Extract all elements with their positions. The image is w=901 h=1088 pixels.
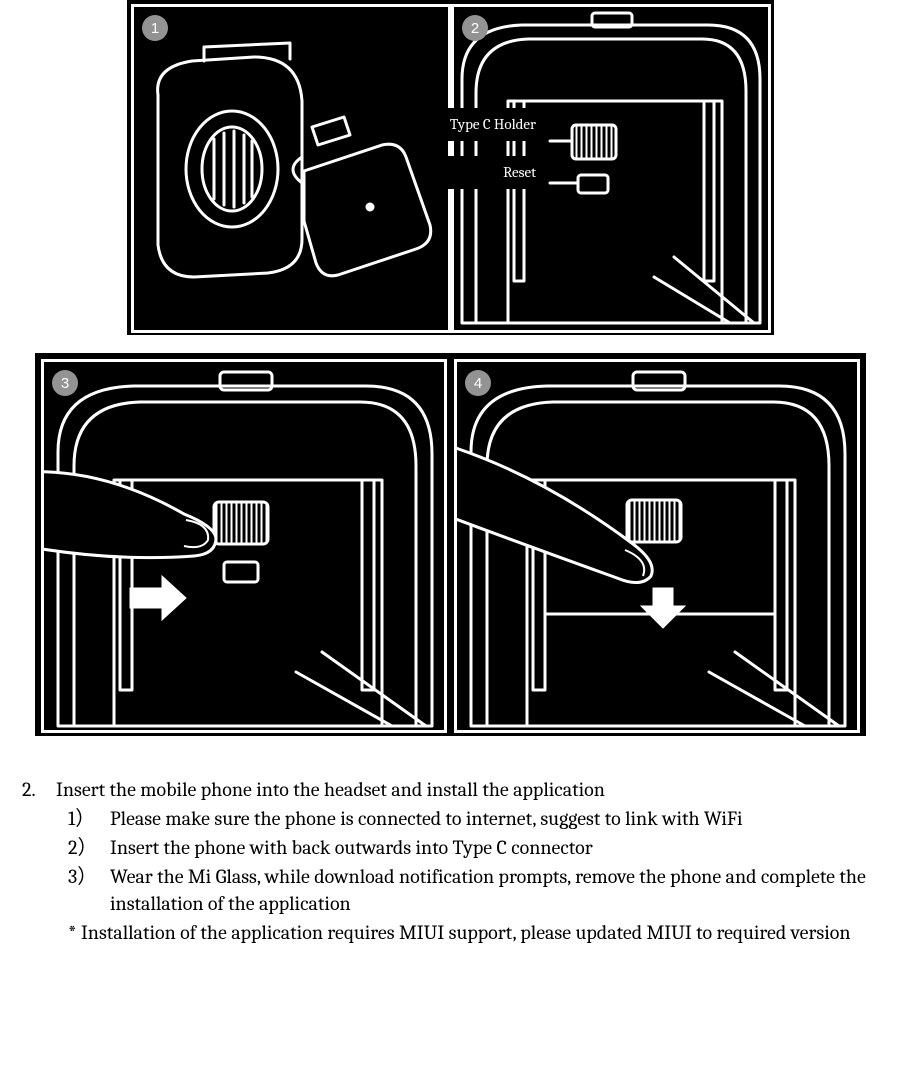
section-heading-row: 2. Insert the mobile phone into the head… [22, 776, 871, 803]
step-badge-4: 4 [465, 370, 491, 396]
step-text: Please make sure the phone is connected … [110, 805, 871, 832]
label-type-c-text: Type C Holder [450, 115, 536, 133]
step-item: 1） Please make sure the phone is connect… [68, 805, 871, 832]
step-text: Wear the Mi Glass, while download notifi… [110, 863, 871, 917]
section-heading: Insert the mobile phone into the headset… [56, 776, 871, 803]
label-reset-text: Reset [503, 163, 536, 181]
installation-note: * Installation of the application requir… [22, 919, 871, 946]
figure-row-1: 1 [127, 0, 774, 335]
step-badge-3: 3 [52, 370, 78, 396]
step-item: 2） Insert the phone with back outwards i… [68, 834, 871, 861]
section-number: 2. [22, 776, 56, 803]
instruction-panel-4: 4 [454, 359, 860, 733]
instruction-panel-3: 3 [41, 359, 447, 733]
steps-list: 1） Please make sure the phone is connect… [22, 805, 871, 917]
step-text: Insert the phone with back outwards into… [110, 834, 871, 861]
step-badge-1: 1 [142, 15, 168, 41]
label-type-c-holder: Type C Holder [419, 108, 545, 141]
step-number: 3） [68, 863, 110, 917]
instructions-section: 2. Insert the mobile phone into the head… [0, 776, 901, 966]
step-number: 1） [68, 805, 110, 832]
instruction-panel-1: 1 [131, 4, 451, 333]
figure-row-2: 3 [35, 353, 866, 736]
label-reset: Reset [419, 156, 545, 189]
step-badge-2: 2 [462, 15, 488, 41]
step-number: 2） [68, 834, 110, 861]
step-item: 3） Wear the Mi Glass, while download not… [68, 863, 871, 917]
